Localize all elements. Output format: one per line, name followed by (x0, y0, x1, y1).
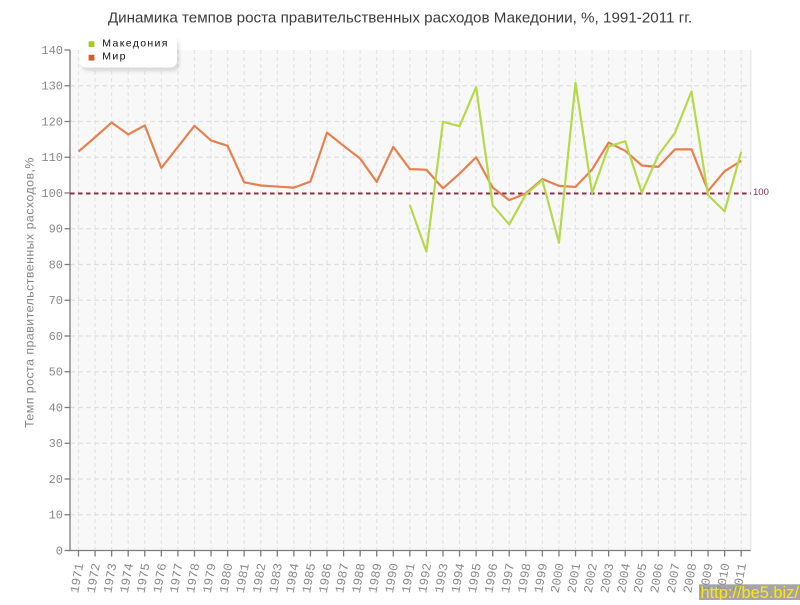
svg-text:140: 140 (41, 44, 63, 58)
svg-text:Мир: Мир (102, 51, 127, 63)
svg-text:130: 130 (41, 80, 63, 94)
svg-text:1977: 1977 (168, 562, 187, 594)
svg-text:80: 80 (49, 258, 63, 272)
svg-text:120: 120 (41, 115, 63, 129)
svg-text:1974: 1974 (118, 562, 137, 594)
svg-text:1983: 1983 (267, 562, 286, 594)
svg-text:50: 50 (49, 366, 63, 380)
svg-text:1987: 1987 (333, 562, 352, 594)
svg-text:2001: 2001 (565, 562, 584, 594)
svg-text:1972: 1972 (85, 562, 104, 594)
svg-text:2008: 2008 (681, 562, 700, 594)
svg-text:1984: 1984 (284, 562, 303, 594)
svg-text:1997: 1997 (499, 562, 518, 594)
svg-text:1978: 1978 (184, 562, 203, 594)
svg-text:1979: 1979 (201, 562, 220, 594)
svg-text:1993: 1993 (433, 562, 452, 594)
svg-text:100: 100 (753, 187, 769, 198)
svg-text:1990: 1990 (383, 562, 402, 594)
svg-text:1981: 1981 (234, 562, 253, 594)
svg-text:60: 60 (49, 330, 63, 344)
svg-text:1976: 1976 (151, 562, 170, 594)
svg-text:1975: 1975 (135, 562, 154, 594)
svg-text:1986: 1986 (317, 562, 336, 594)
svg-text:1971: 1971 (68, 562, 87, 594)
svg-text:Динамика темпов роста правител: Динамика темпов роста правительственных … (108, 9, 692, 26)
svg-text:1998: 1998 (516, 562, 535, 594)
svg-text:10: 10 (49, 509, 63, 523)
svg-text:1989: 1989 (366, 562, 385, 594)
svg-text:1982: 1982 (250, 562, 269, 594)
svg-text:2003: 2003 (598, 562, 617, 594)
svg-text:1988: 1988 (350, 562, 369, 594)
svg-text:20: 20 (49, 473, 63, 487)
svg-text:110: 110 (41, 151, 63, 165)
svg-text:2006: 2006 (648, 562, 667, 594)
svg-text:Македония: Македония (102, 37, 169, 49)
svg-text:0: 0 (56, 544, 63, 558)
svg-text:70: 70 (49, 294, 63, 308)
svg-text:1995: 1995 (466, 562, 485, 594)
svg-text:2000: 2000 (549, 562, 568, 594)
svg-text:40: 40 (49, 401, 63, 415)
svg-text:1999: 1999 (532, 562, 551, 594)
svg-text:Темп роста правительственных р: Темп роста правительственных расходов,% (23, 157, 37, 428)
svg-text:1992: 1992 (416, 562, 435, 594)
svg-text:1996: 1996 (482, 562, 501, 594)
svg-text:90: 90 (49, 223, 63, 237)
svg-text:1973: 1973 (101, 562, 120, 594)
svg-text:2002: 2002 (582, 562, 601, 594)
svg-text:1991: 1991 (400, 562, 419, 594)
svg-text:2004: 2004 (615, 562, 634, 594)
svg-text:1980: 1980 (217, 562, 236, 594)
svg-text:http://be5.biz/: http://be5.biz/ (701, 584, 800, 600)
svg-text:2005: 2005 (632, 562, 651, 594)
svg-text:30: 30 (49, 437, 63, 451)
svg-text:2007: 2007 (665, 562, 684, 594)
svg-text:1985: 1985 (300, 562, 319, 594)
svg-text:1994: 1994 (449, 562, 468, 594)
svg-text:100: 100 (41, 187, 63, 201)
